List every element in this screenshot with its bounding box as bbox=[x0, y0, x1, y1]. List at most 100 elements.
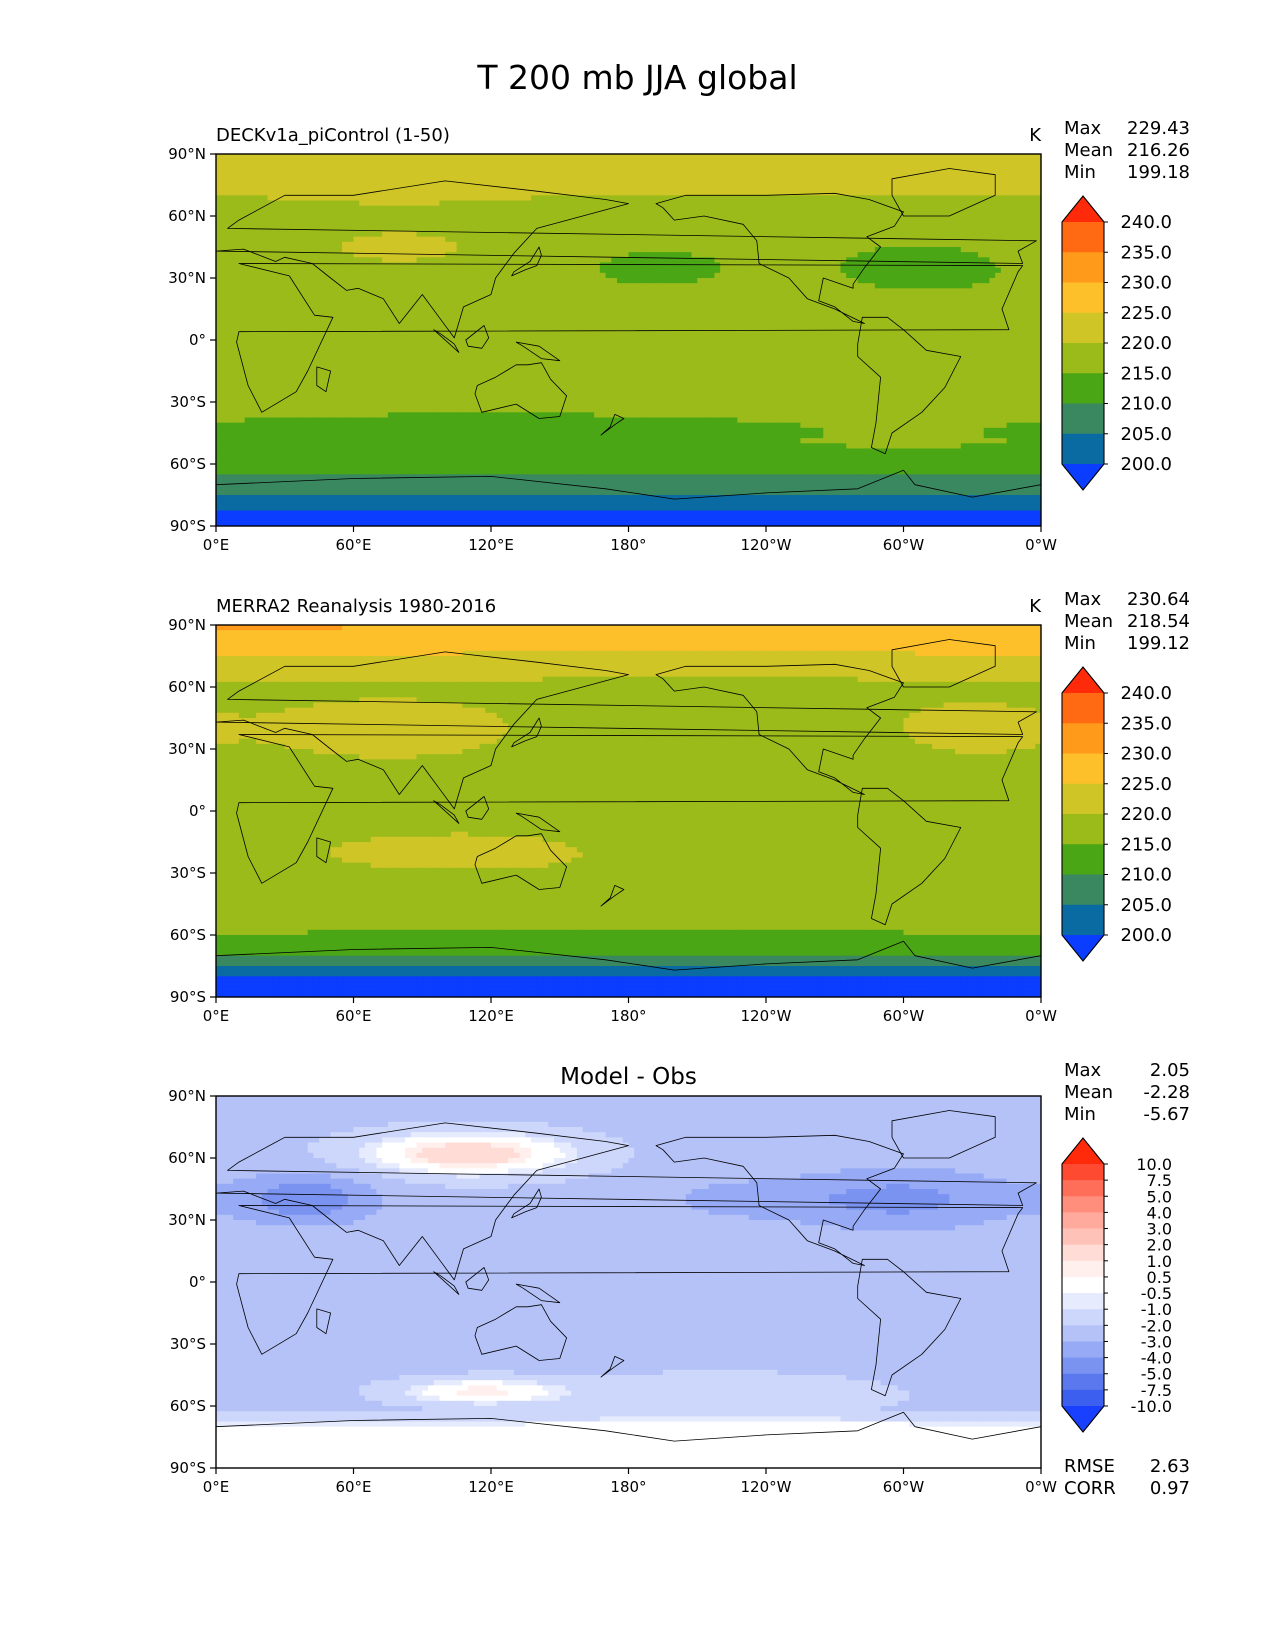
colorbar-label: 210.0 bbox=[1120, 865, 1172, 886]
y-tick-label: 0° bbox=[189, 331, 206, 349]
coastlines-diff bbox=[216, 1110, 1041, 1468]
colorbar-label: 235.0 bbox=[1120, 242, 1172, 263]
colorbar-label: 225.0 bbox=[1120, 774, 1172, 795]
colorbar-label: 205.0 bbox=[1120, 895, 1172, 916]
colorbar-label: 7.5 bbox=[1147, 1171, 1172, 1190]
y-tick-label: 60°N bbox=[168, 678, 206, 696]
colorbar-label: -2.0 bbox=[1141, 1316, 1172, 1335]
y-tick-label: 90°N bbox=[168, 145, 206, 163]
x-tick-label: 60°E bbox=[335, 1478, 371, 1496]
colorbar-label: 215.0 bbox=[1120, 834, 1172, 855]
stat-value: 229.43 bbox=[1127, 118, 1190, 139]
field-model bbox=[216, 154, 1041, 526]
x-tick-label: 60°E bbox=[335, 536, 371, 554]
y-tick-label: 90°S bbox=[170, 988, 206, 1006]
x-tick-label: 180° bbox=[610, 1478, 646, 1496]
stat-label: Mean bbox=[1064, 611, 1113, 632]
colorbar-label: 2.0 bbox=[1147, 1236, 1172, 1255]
y-tick-label: 30°N bbox=[168, 1211, 206, 1229]
stat-label: CORR bbox=[1064, 1478, 1116, 1499]
colorbar-model: 240.0 235.0 230.0 225.0 220.0 215.0 210.0 205.0… bbox=[1061, 195, 1172, 491]
x-tick-label: 0°W bbox=[1025, 536, 1057, 554]
y-tick-label: 60°S bbox=[170, 926, 206, 944]
colorbar-label: 200.0 bbox=[1120, 454, 1172, 475]
x-tick-label: 120°W bbox=[741, 1478, 792, 1496]
colorbar-diff: 10.07.55.04.03.02.01.00.5-0.5-1.0-2.0-3.… bbox=[1061, 1137, 1172, 1433]
x-tick-label: 60°W bbox=[883, 1007, 925, 1025]
colorbar-label: 4.0 bbox=[1147, 1203, 1172, 1222]
stat-value: 0.97 bbox=[1150, 1478, 1190, 1499]
y-tick-label: 60°N bbox=[168, 1149, 206, 1167]
coastlines-model bbox=[216, 168, 1041, 526]
stat-label: Min bbox=[1064, 633, 1096, 654]
y-tick-label: 0° bbox=[189, 1273, 206, 1291]
colorbar-label: 235.0 bbox=[1120, 713, 1172, 734]
x-tick-label: 0°W bbox=[1025, 1478, 1057, 1496]
x-tick-label: 120°W bbox=[741, 1007, 792, 1025]
stat-value: 218.54 bbox=[1127, 611, 1190, 632]
stat-label: RMSE bbox=[1064, 1456, 1115, 1477]
y-tick-label: 30°S bbox=[170, 393, 206, 411]
y-tick-label: 90°S bbox=[170, 517, 206, 535]
x-tick-label: 120°E bbox=[468, 536, 514, 554]
colorbar-label: 220.0 bbox=[1120, 804, 1172, 825]
stat-value: -2.28 bbox=[1143, 1082, 1190, 1103]
coastlines-obs bbox=[216, 639, 1041, 997]
stat-label: Mean bbox=[1064, 140, 1113, 161]
colorbar-label: 205.0 bbox=[1120, 424, 1172, 445]
stat-label: Max bbox=[1064, 118, 1102, 139]
colorbar-label: 240.0 bbox=[1120, 683, 1172, 704]
stat-value: 199.18 bbox=[1127, 162, 1190, 183]
panel-model: 0°E 60°E 120°E 180° 120°W 60°W 0°W 90°N 60°N 30°N… bbox=[168, 118, 1190, 554]
stat-label: Min bbox=[1064, 162, 1096, 183]
colorbar-label: 230.0 bbox=[1120, 273, 1172, 294]
x-tick-label: 180° bbox=[610, 536, 646, 554]
y-tick-label: 60°S bbox=[170, 455, 206, 473]
x-tick-label: 60°W bbox=[883, 536, 925, 554]
field-diff bbox=[216, 1096, 1041, 1468]
colorbar-label: 215.0 bbox=[1120, 363, 1172, 384]
x-tick-label: 0°E bbox=[203, 536, 230, 554]
x-tick-label: 0°E bbox=[203, 1478, 230, 1496]
x-tick-label: 60°E bbox=[335, 1007, 371, 1025]
panel-title: DECKv1a_piControl (1-50) bbox=[216, 125, 450, 146]
stat-label: Max bbox=[1064, 589, 1102, 610]
colorbar-label: 5.0 bbox=[1147, 1187, 1172, 1206]
colorbar-label: -0.5 bbox=[1141, 1284, 1172, 1303]
colorbar-label: 225.0 bbox=[1120, 303, 1172, 324]
panel-obs: 0°E 60°E 120°E 180° 120°W 60°W 0°W 90°N 60°N 30°N… bbox=[168, 589, 1190, 1025]
colorbar-label: -3.0 bbox=[1141, 1332, 1172, 1351]
x-tick-label: 0°E bbox=[203, 1007, 230, 1025]
stat-value: 2.63 bbox=[1150, 1456, 1190, 1477]
y-tick-label: 30°S bbox=[170, 864, 206, 882]
y-tick-label: 30°S bbox=[170, 1335, 206, 1353]
stat-value: 216.26 bbox=[1127, 140, 1190, 161]
figure-title: T 200 mb JJA global bbox=[0, 58, 1275, 97]
units-label: K bbox=[1029, 596, 1042, 617]
colorbar-label: -1.0 bbox=[1141, 1300, 1172, 1319]
stat-value: 199.12 bbox=[1127, 633, 1190, 654]
stat-label: Max bbox=[1064, 1060, 1102, 1081]
colorbar-label: 210.0 bbox=[1120, 394, 1172, 415]
y-tick-label: 0° bbox=[189, 802, 206, 820]
y-tick-label: 30°N bbox=[168, 269, 206, 287]
stat-value: 2.05 bbox=[1150, 1060, 1190, 1081]
field-obs bbox=[216, 625, 1041, 997]
colorbar-obs: 240.0 235.0 230.0 225.0 220.0 215.0 210.0 205.0… bbox=[1061, 666, 1172, 962]
colorbar-label: 3.0 bbox=[1147, 1220, 1172, 1239]
colorbar-label: 240.0 bbox=[1120, 212, 1172, 233]
y-tick-label: 90°N bbox=[168, 616, 206, 634]
x-tick-label: 0°W bbox=[1025, 1007, 1057, 1025]
x-tick-label: 120°W bbox=[741, 536, 792, 554]
panel-diff: 0°E 60°E 120°E 180° 120°W 60°W 0°W 90°N 60°N 30°N… bbox=[168, 1060, 1190, 1499]
colorbar-label: 230.0 bbox=[1120, 744, 1172, 765]
colorbar-label: -5.0 bbox=[1141, 1365, 1172, 1384]
panel-title: Model - Obs bbox=[560, 1064, 697, 1090]
stat-label: Min bbox=[1064, 1104, 1096, 1125]
colorbar-label: 1.0 bbox=[1147, 1252, 1172, 1271]
x-tick-label: 180° bbox=[610, 1007, 646, 1025]
units-label: K bbox=[1029, 125, 1042, 146]
x-tick-label: 120°E bbox=[468, 1478, 514, 1496]
stat-value: -5.67 bbox=[1143, 1104, 1190, 1125]
x-tick-label: 120°E bbox=[468, 1007, 514, 1025]
